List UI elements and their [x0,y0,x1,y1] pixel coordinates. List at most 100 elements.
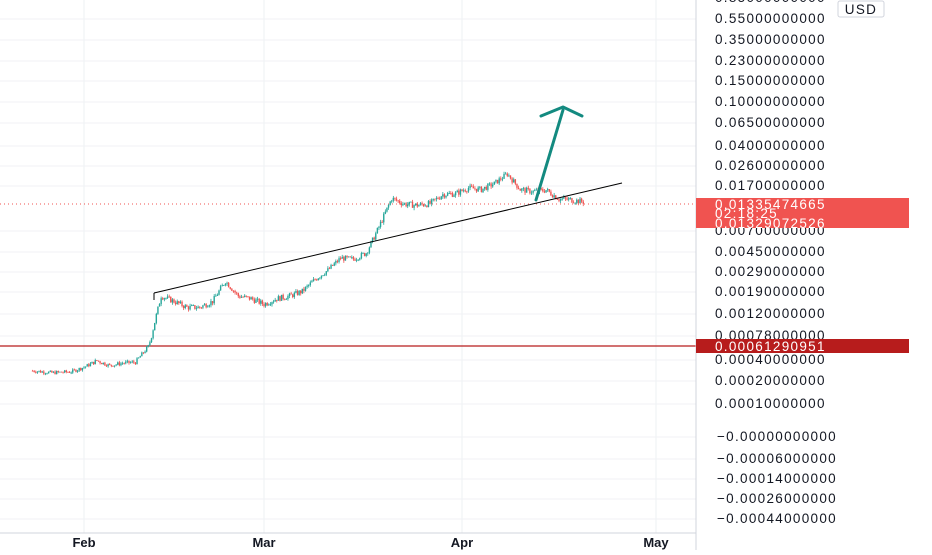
candle-body [314,279,316,281]
candle-body [102,362,104,365]
candle-body [405,203,407,207]
candle-body [451,193,454,197]
candle-body [182,306,185,309]
candle-body [178,301,180,304]
candle-series [31,171,584,376]
candle-body [89,363,92,367]
candle-body [568,198,570,200]
candle-body [194,305,196,309]
y-tick-label: 0.04000000000 [715,138,826,153]
candle-body [115,364,117,366]
candle-body [311,281,313,283]
trendline [153,182,623,294]
candle-body [144,351,146,353]
candle-body [347,256,350,258]
candle-body [176,301,178,305]
candle-body [500,178,502,180]
y-tick-label: 0.10000000000 [715,94,826,109]
current-price-tag [696,198,909,228]
candle-body [195,308,198,310]
candle-body [352,257,355,260]
candle-body [378,226,380,228]
candle-body [519,188,521,191]
candle-body [300,290,302,294]
candle-body [80,368,82,371]
candle-body [371,237,374,242]
candle-body [215,295,217,297]
candle-body [207,306,209,308]
candle-body [141,352,143,357]
candle-body [258,298,260,304]
candle-body [266,303,268,306]
y-tick-label: 0.00450000000 [715,244,826,259]
y-tick-label: 0.02600000000 [715,158,826,173]
candle-body [429,201,431,204]
candle-body [118,362,121,366]
candle-body [234,290,236,293]
projection-arrow-head [539,105,584,118]
candle-body [362,253,364,254]
candle-body [166,296,169,299]
candle-body [88,364,90,367]
candle-body [81,367,84,371]
candle-body [495,179,497,182]
candle-body [221,285,223,287]
candle-body [70,372,72,374]
candle-body [113,365,116,367]
current-price-label-2: 0.01329072526 [715,216,826,231]
candle-body [410,201,412,203]
candle-body [437,197,439,199]
level-price-tag [696,339,909,353]
candle-body [574,202,576,204]
candle-body [104,362,106,366]
candle-body [315,279,318,281]
candle-body [453,195,455,197]
candle-body [501,178,504,180]
candle-body [55,371,58,375]
candle-body [530,192,533,194]
candle-body [514,179,517,184]
candle-body [47,371,50,374]
candle-body [280,294,283,301]
candle-body [157,306,159,314]
candle-body [561,198,563,200]
candle-body [511,178,513,183]
candle-body [181,301,183,307]
candle-body [298,290,300,295]
candle-body [139,356,141,358]
candle-body [435,197,438,200]
candle-body [296,291,299,295]
candle-body [179,301,182,304]
candle-body [421,203,423,205]
candle-body [335,261,337,264]
candle-body [213,296,215,304]
candle-body [203,304,206,306]
candle-body [418,205,420,207]
candle-body [197,306,199,309]
candle-body [105,365,108,367]
candle-body [284,298,286,300]
candle-body [242,296,244,298]
candle-body [205,304,207,308]
candle-body [158,304,161,307]
candle-body [136,358,138,365]
candle-body [62,372,64,374]
candle-body [91,361,93,364]
candle-body [566,198,568,200]
candle-body [232,290,235,292]
candle-body [521,188,523,191]
candle-body [245,295,248,297]
candle-body [163,298,166,300]
candle-body [274,299,276,302]
candle-body [261,300,264,305]
candle-body [427,201,430,207]
candle-body [38,370,40,372]
candle-body [569,198,572,199]
candle-body [368,247,371,253]
candle-body [78,368,80,371]
candle-body [416,203,418,207]
candle-body [456,190,458,193]
candle-body [41,371,43,373]
